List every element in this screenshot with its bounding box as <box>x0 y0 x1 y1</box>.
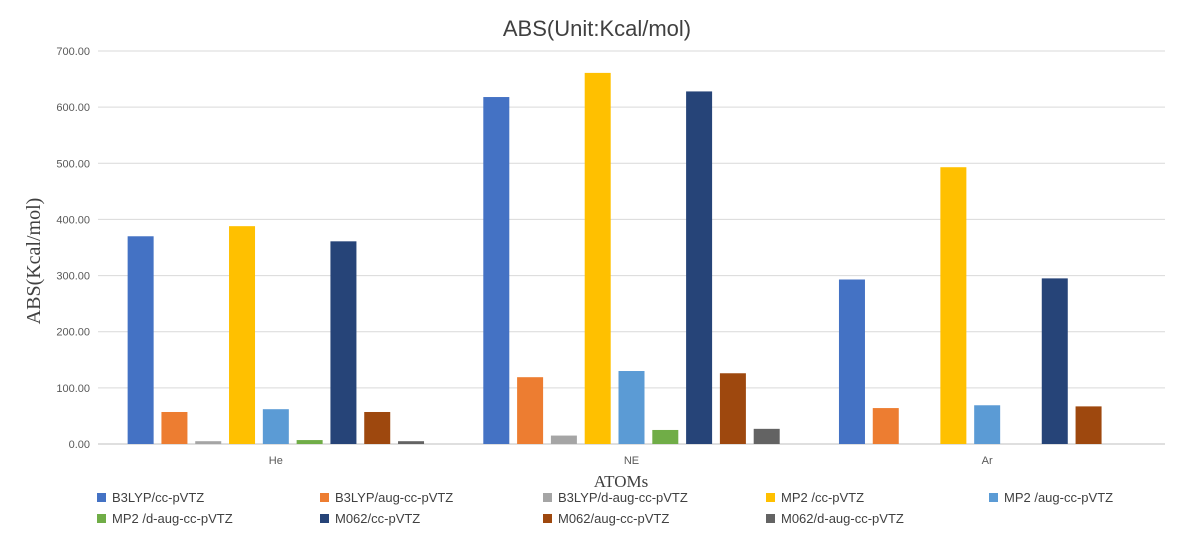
legend-swatch <box>320 493 329 502</box>
x-tick-label: Ar <box>982 455 993 467</box>
legend-label: MP2 /aug-cc-pVTZ <box>1004 490 1113 505</box>
gridlines <box>98 50 1165 445</box>
legend-swatch <box>543 514 552 523</box>
y-tick-label: 600.00 <box>56 102 90 114</box>
chart-title: ABS(Unit:Kcal/mol) <box>503 16 691 41</box>
legend-item: M062/cc-pVTZ <box>320 511 420 526</box>
legend-swatch <box>766 493 775 502</box>
bar <box>974 405 1001 444</box>
legend-label: B3LYP/d-aug-cc-pVTZ <box>558 490 688 505</box>
bar <box>618 371 645 444</box>
legend-item: MP2 /cc-pVTZ <box>766 490 864 505</box>
legend-label: M062/aug-cc-pVTZ <box>558 511 669 526</box>
legend-item: MP2 /aug-cc-pVTZ <box>989 490 1113 505</box>
legend-item: B3LYP/aug-cc-pVTZ <box>320 490 453 505</box>
bar <box>584 72 611 444</box>
legend-swatch <box>989 493 998 502</box>
bar <box>719 373 746 444</box>
bar <box>686 91 713 445</box>
bar <box>550 435 577 444</box>
bar <box>262 409 289 444</box>
bar <box>330 241 357 444</box>
bar <box>398 441 425 444</box>
bar <box>161 411 188 444</box>
legend-swatch <box>766 514 775 523</box>
legend-label: B3LYP/cc-pVTZ <box>112 490 204 505</box>
bar <box>940 167 967 445</box>
legend-label: B3LYP/aug-cc-pVTZ <box>335 490 453 505</box>
y-tick-label: 500.00 <box>56 158 90 170</box>
y-tick-labels: 0.00 100.00 200.00 300.00 400.00 500.00 600.00… <box>56 46 90 451</box>
x-tick-label: NE <box>624 455 639 467</box>
bar <box>517 377 544 444</box>
x-tick-labels: He NE Ar <box>269 455 993 467</box>
bar <box>195 441 222 444</box>
legend: B3LYP/cc-pVTZ B3LYP/aug-cc-pVTZ B3LYP/d-au… <box>97 490 1113 526</box>
y-tick-label: 400.00 <box>56 214 90 226</box>
legend-swatch <box>97 514 106 523</box>
legend-item: B3LYP/d-aug-cc-pVTZ <box>543 490 688 505</box>
legend-label: M062/cc-pVTZ <box>335 511 420 526</box>
bar <box>652 429 679 444</box>
y-tick-label: 0.00 <box>69 439 90 451</box>
legend-item: B3LYP/cc-pVTZ <box>97 490 204 505</box>
y-axis-label: ABS(Kcal/mol) <box>23 198 45 325</box>
legend-label: MP2 /d-aug-cc-pVTZ <box>112 511 233 526</box>
bar <box>1075 406 1102 444</box>
legend-swatch <box>320 514 329 523</box>
x-axis-label: ATOMs <box>594 472 648 491</box>
legend-item: M062/aug-cc-pVTZ <box>543 511 669 526</box>
x-tick-label: He <box>269 455 283 467</box>
legend-swatch <box>543 493 552 502</box>
y-tick-label: 100.00 <box>56 383 90 395</box>
bar <box>1041 278 1068 444</box>
legend-label: MP2 /cc-pVTZ <box>781 490 864 505</box>
legend-item: MP2 /d-aug-cc-pVTZ <box>97 511 233 526</box>
bar <box>127 236 154 444</box>
bar <box>229 226 256 444</box>
bar <box>753 428 780 444</box>
bar <box>296 440 323 444</box>
legend-label: M062/d-aug-cc-pVTZ <box>781 511 904 526</box>
bar <box>872 408 899 444</box>
legend-item: M062/d-aug-cc-pVTZ <box>766 511 904 526</box>
bar <box>483 97 510 444</box>
bar <box>838 279 865 444</box>
y-tick-label: 200.00 <box>56 327 90 339</box>
bars <box>127 72 1102 445</box>
y-tick-label: 300.00 <box>56 271 90 283</box>
y-tick-label: 700.00 <box>56 46 90 58</box>
bar <box>364 411 391 444</box>
legend-swatch <box>97 493 106 502</box>
